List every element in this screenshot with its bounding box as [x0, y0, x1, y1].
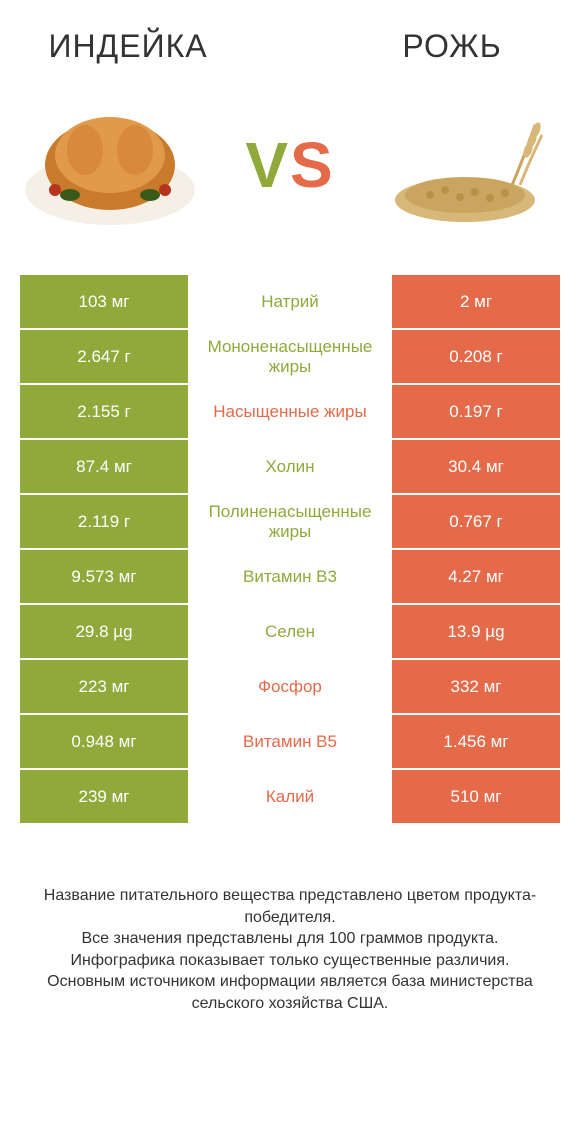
- table-row: 9.573 мгВитамин B34.27 мг: [20, 550, 560, 605]
- right-value-cell: 30.4 мг: [390, 440, 560, 493]
- left-value-cell: 2.119 г: [20, 495, 190, 548]
- left-value-cell: 239 мг: [20, 770, 190, 823]
- nutrient-label: Витамин B5: [190, 715, 390, 768]
- left-value-cell: 9.573 мг: [20, 550, 190, 603]
- left-value-cell: 2.155 г: [20, 385, 190, 438]
- left-value-cell: 0.948 мг: [20, 715, 190, 768]
- table-row: 29.8 µgСелен13.9 µg: [20, 605, 560, 660]
- table-row: 103 мгНатрий2 мг: [20, 275, 560, 330]
- comparison-table: 103 мгНатрий2 мг2.647 гМононенасыщенные …: [20, 275, 560, 825]
- table-row: 2.647 гМононенасыщенные жиры0.208 г: [20, 330, 560, 385]
- left-value-cell: 103 мг: [20, 275, 190, 328]
- left-value-cell: 87.4 мг: [20, 440, 190, 493]
- left-product-image: [10, 95, 210, 235]
- footer-line: Основным источником информации является …: [30, 971, 550, 1014]
- right-value-cell: 0.208 г: [390, 330, 560, 383]
- table-row: 239 мгКалий510 мг: [20, 770, 560, 825]
- right-value-cell: 0.197 г: [390, 385, 560, 438]
- right-value-cell: 0.767 г: [390, 495, 560, 548]
- left-value-cell: 2.647 г: [20, 330, 190, 383]
- table-row: 87.4 мгХолин30.4 мг: [20, 440, 560, 495]
- header: ИНДЕЙКА РОЖЬ: [0, 0, 580, 75]
- right-value-cell: 13.9 µg: [390, 605, 560, 658]
- nutrient-label: Фосфор: [190, 660, 390, 713]
- table-row: 223 мгФосфор332 мг: [20, 660, 560, 715]
- nutrient-label: Селен: [190, 605, 390, 658]
- right-value-cell: 2 мг: [390, 275, 560, 328]
- vs-row: VS: [0, 75, 580, 275]
- table-row: 2.119 гПолиненасыщенные жиры0.767 г: [20, 495, 560, 550]
- left-product-title: ИНДЕЙКА: [20, 28, 236, 65]
- nutrient-label: Насыщенные жиры: [190, 385, 390, 438]
- nutrient-label: Мононенасыщенные жиры: [190, 330, 390, 383]
- nutrient-label: Витамин B3: [190, 550, 390, 603]
- left-value-cell: 223 мг: [20, 660, 190, 713]
- right-product-title: РОЖЬ: [344, 28, 560, 65]
- footer-line: Все значения представлены для 100 граммо…: [30, 928, 550, 950]
- left-value-cell: 29.8 µg: [20, 605, 190, 658]
- right-value-cell: 332 мг: [390, 660, 560, 713]
- nutrient-label: Калий: [190, 770, 390, 823]
- table-row: 0.948 мгВитамин B51.456 мг: [20, 715, 560, 770]
- right-value-cell: 510 мг: [390, 770, 560, 823]
- right-product-image: [370, 95, 570, 235]
- vs-v: V: [245, 129, 290, 201]
- vs-s: S: [290, 129, 335, 201]
- footer-notes: Название питательного вещества представл…: [30, 885, 550, 1015]
- footer-line: Инфографика показывает только существенн…: [30, 950, 550, 972]
- right-value-cell: 4.27 мг: [390, 550, 560, 603]
- nutrient-label: Натрий: [190, 275, 390, 328]
- turkey-icon: [10, 95, 210, 235]
- nutrient-label: Полиненасыщенные жиры: [190, 495, 390, 548]
- vs-label: VS: [245, 128, 334, 202]
- table-row: 2.155 гНасыщенные жиры0.197 г: [20, 385, 560, 440]
- footer-line: Название питательного вещества представл…: [30, 885, 550, 928]
- nutrient-label: Холин: [190, 440, 390, 493]
- rye-icon: [370, 95, 570, 235]
- right-value-cell: 1.456 мг: [390, 715, 560, 768]
